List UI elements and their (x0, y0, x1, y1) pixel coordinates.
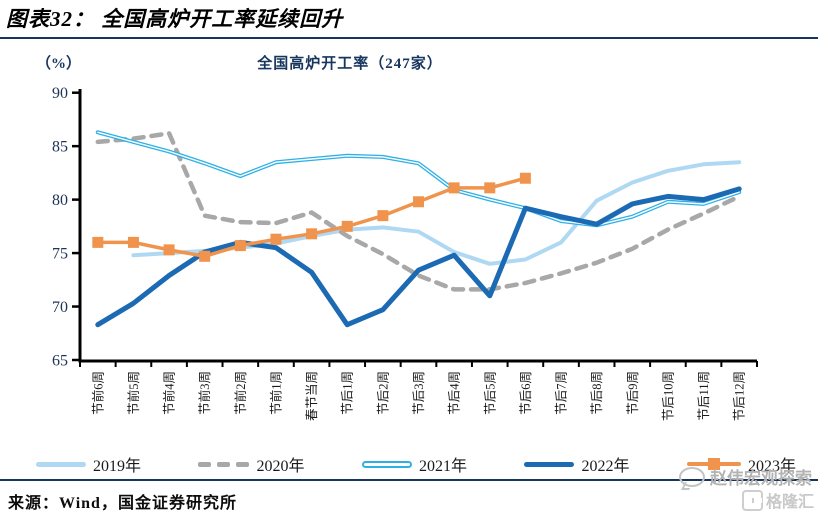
legend-label: 2022年 (581, 458, 630, 475)
series-marker-2023 (92, 236, 104, 248)
x-category-label: 节前3周 (197, 371, 212, 415)
x-category-label: 节后12周 (733, 371, 747, 421)
legend-label: 2020年 (256, 458, 305, 475)
y-tick-label: 70 (52, 299, 68, 316)
x-category-label: 节后1周 (341, 371, 355, 415)
x-category-label: 节后4周 (448, 371, 462, 415)
legend-swatch (36, 461, 86, 467)
legend-swatch (524, 461, 575, 467)
x-category-label: 节后2周 (376, 371, 390, 415)
x-category-label: 节前6周 (90, 371, 105, 415)
chart-legend: 2019年 2020年 2021年 2022年 2023年 (36, 451, 796, 477)
bottom-divider (0, 479, 818, 481)
y-axis-unit-label: （%） (36, 56, 82, 72)
series-line-2021-core (97, 131, 740, 226)
x-category-label: 节后7周 (555, 371, 569, 415)
x-category-label: 节前4周 (162, 371, 177, 415)
legend-item-2021: 2021年 (361, 452, 467, 476)
watermark-label: 赵伟宏观探索 (710, 469, 812, 488)
series-line-2022 (95, 186, 742, 328)
series-marker-2023 (234, 240, 246, 252)
series-marker-2023 (413, 196, 424, 208)
series-marker-2023 (377, 210, 389, 222)
series-marker-2023 (341, 220, 353, 232)
legend-label: 2023年 (747, 458, 796, 475)
legend-swatch (686, 457, 741, 470)
gelonghui-label: 格隆汇 (765, 494, 814, 511)
legend-item-2023: 2023年 (686, 452, 796, 476)
title-divider (0, 37, 818, 39)
x-category-label: 节后9周 (626, 371, 640, 415)
chart-title: 全国高炉开工率（247家） (257, 56, 443, 72)
figure-title: 图表32： 全国高炉开工率延续回升 (6, 7, 344, 31)
y-tick-label: 75 (52, 246, 68, 263)
series-marker-2023 (199, 250, 211, 262)
series-marker-2023 (448, 182, 460, 194)
x-category-label: 春节当周 (305, 371, 319, 421)
legend-label: 2019年 (93, 458, 142, 475)
gelonghui-logo: 格隆汇 (741, 488, 814, 512)
y-tick-label: 65 (52, 353, 68, 370)
legend-item-2020: 2020年 (198, 452, 305, 476)
x-category-label: 节前2周 (233, 371, 248, 415)
x-category-label: 节后11周 (697, 371, 711, 421)
legend-item-2022: 2022年 (524, 452, 629, 476)
x-category-label: 节后6周 (519, 371, 533, 415)
x-category-label: 节后10周 (661, 371, 675, 421)
x-category-label: 节后8周 (590, 371, 604, 415)
legend-swatch (361, 460, 412, 468)
y-tick-label: 80 (52, 192, 68, 209)
watermark-text: 赵伟宏观探索 (679, 464, 812, 489)
gelonghui-g-icon (741, 489, 763, 511)
source-note: 来源：Wind，国金证券研究所 (8, 495, 237, 512)
x-category-label: 节前5周 (126, 371, 141, 415)
watermark-bubble-icon (679, 466, 705, 487)
series-marker-2023 (127, 236, 139, 248)
x-category-label: 节前1周 (268, 371, 283, 415)
series-marker-2023 (306, 228, 318, 240)
series-marker-2023 (519, 172, 531, 184)
series-line-2020 (95, 131, 742, 292)
y-tick-label: 85 (52, 139, 68, 156)
series-marker-2023 (484, 182, 496, 194)
legend-label: 2021年 (418, 458, 467, 475)
x-category-label: 节后5周 (483, 371, 497, 415)
legend-swatch (198, 461, 250, 467)
y-tick-label: 90 (52, 85, 68, 102)
line-chart-plot: 90 85 80 75 70 65 节前6周 节前5周 节前4周 节前3周 节前2周 节前1周 春节当周… (52, 85, 758, 421)
series-marker-2023 (163, 244, 175, 256)
legend-item-2019: 2019年 (36, 452, 141, 476)
series-marker-2023 (270, 233, 282, 245)
x-category-label: 节后3周 (412, 371, 426, 415)
